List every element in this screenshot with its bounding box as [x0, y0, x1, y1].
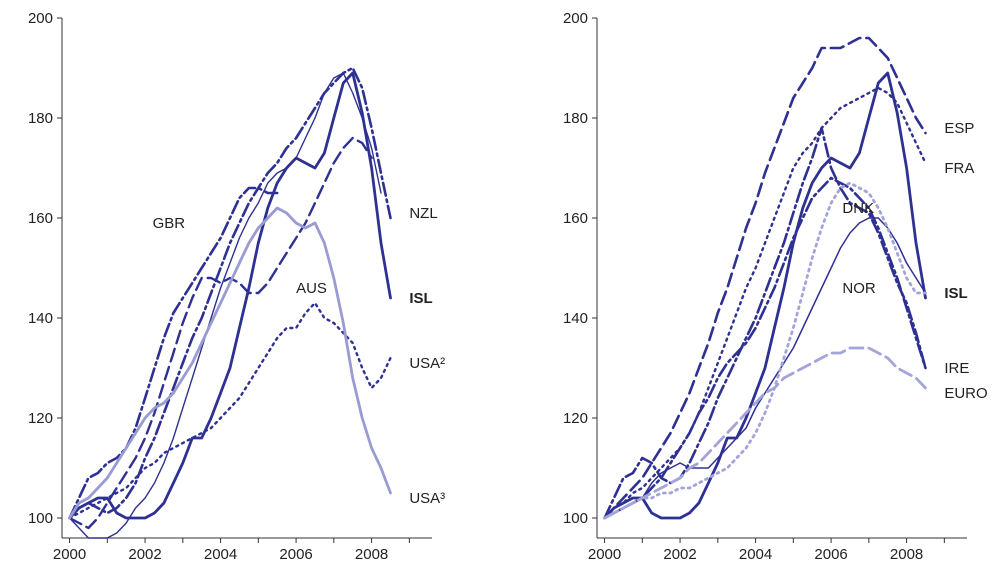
- series-line-isl: [68, 71, 392, 520]
- x-tick-label: 2004: [739, 546, 772, 563]
- series-line-ire: [603, 176, 927, 520]
- y-tick-label: 140: [563, 310, 588, 327]
- series-label-euro: EURO: [944, 385, 987, 402]
- series-line-gbr: [68, 186, 279, 520]
- x-tick-label: 2000: [588, 546, 621, 563]
- series-line-euro: [603, 346, 927, 520]
- series-label-ire: IRE: [944, 360, 969, 377]
- y-tick-label: 160: [28, 210, 53, 227]
- series-line-dnk: [603, 126, 927, 520]
- series-label-fra: FRA: [944, 160, 974, 177]
- series-line-usa-: [68, 206, 392, 520]
- x-tick-label: 2002: [663, 546, 696, 563]
- x-tick-label: 2006: [814, 546, 847, 563]
- series-line-isl: [603, 71, 927, 520]
- series-label-nor: NOR: [842, 280, 876, 297]
- y-tick-label: 200: [563, 10, 588, 27]
- series-label-usa-: USA³: [409, 490, 445, 507]
- x-tick-label: 2008: [355, 546, 388, 563]
- series-line-aus: [68, 136, 373, 530]
- series-line-nor: [603, 217, 927, 519]
- right-chart-panel: 100 120 140 160 180 200 2000 2002 2004 2006 2008 ES…: [563, 10, 988, 563]
- series-label-isl: ISL: [409, 290, 432, 307]
- y-tick-label: 100: [563, 510, 588, 527]
- x-tick-label: 2002: [128, 546, 161, 563]
- y-tick-label: 120: [563, 410, 588, 427]
- y-tick-label: 180: [28, 110, 53, 127]
- series-label-gbr: GBR: [153, 215, 186, 232]
- x-tick-label: 2004: [204, 546, 237, 563]
- series-label-nzl: NZL: [409, 205, 437, 222]
- y-tick-label: 100: [28, 510, 53, 527]
- y-tick-label: 200: [28, 10, 53, 27]
- series-line-fra: [603, 86, 927, 520]
- series-line-usa-: [68, 301, 392, 520]
- series-label-esp: ESP: [944, 120, 974, 137]
- x-tick-label: 2006: [279, 546, 312, 563]
- series-line-nzl-thin: [68, 72, 382, 539]
- y-tick-label: 140: [28, 310, 53, 327]
- x-tick-label: 2008: [890, 546, 923, 563]
- series-label-aus: AUS: [296, 280, 327, 297]
- series-line-esp: [603, 36, 927, 520]
- y-tick-label: 180: [563, 110, 588, 127]
- left-chart-panel: 100 120 140 160 180 200 2000 2002 2004 2006 2008 NZ…: [28, 10, 445, 563]
- y-tick-label: 160: [563, 210, 588, 227]
- y-tick-label: 120: [28, 410, 53, 427]
- series-line-nzl: [68, 66, 392, 520]
- series-label-isl: ISL: [944, 285, 967, 302]
- x-tick-label: 2000: [53, 546, 86, 563]
- series-label-dnk: DNK: [842, 200, 874, 217]
- series-line-euro-dot: [603, 181, 927, 520]
- series-label-usa-: USA²: [409, 355, 445, 372]
